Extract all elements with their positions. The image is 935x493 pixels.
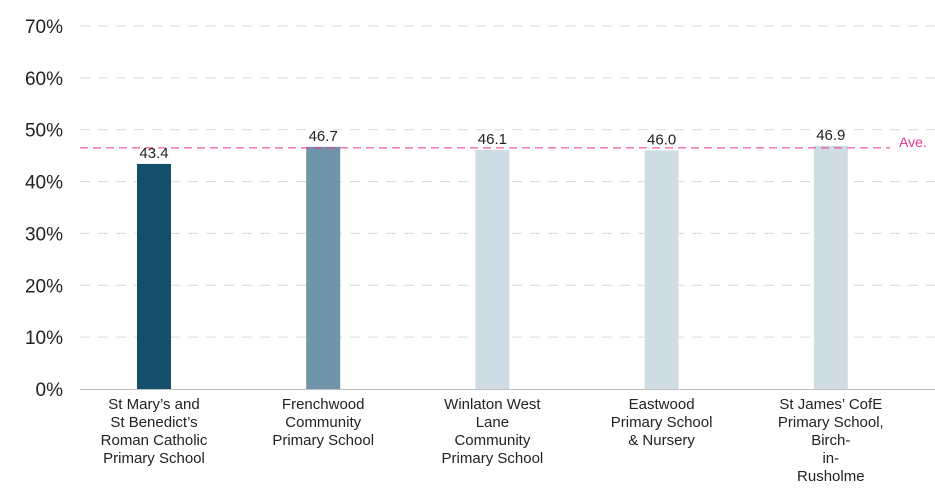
average-label: Ave. xyxy=(899,134,927,150)
x-tick-label: Winlaton West Lane Community Primary School xyxy=(442,396,544,467)
y-tick-label: 30% xyxy=(25,224,63,245)
data-label: 43.4 xyxy=(139,145,168,162)
y-tick-label: 70% xyxy=(25,17,63,38)
data-label: 46.9 xyxy=(816,127,845,144)
y-tick-label: 10% xyxy=(25,328,63,349)
bar xyxy=(644,150,679,389)
data-label: 46.7 xyxy=(309,128,338,145)
bar xyxy=(475,149,510,389)
y-tick-label: 40% xyxy=(25,173,63,194)
bar xyxy=(813,145,848,389)
bar xyxy=(137,163,171,389)
bars xyxy=(137,145,848,389)
bar xyxy=(306,146,341,389)
data-labels: 43.446.746.146.046.950.7 xyxy=(139,127,845,162)
y-tick-label: 20% xyxy=(25,276,63,297)
x-tick-label: Frenchwood Community Primary School xyxy=(272,396,374,449)
x-tick-label: St Mary’s and St Benedict’s Roman Catholic… xyxy=(101,396,208,467)
y-tick-label: 0% xyxy=(36,380,64,401)
x-tick-label: Eastwood Primary School & Nursery xyxy=(611,396,713,449)
x-tick-label: St James’ CofE Primary School, Birch-in-Ru… xyxy=(778,396,884,485)
y-tick-label: 50% xyxy=(25,121,63,142)
data-label: 46.1 xyxy=(478,131,507,148)
y-tick-label: 60% xyxy=(25,69,63,90)
average-line-group: Ave. xyxy=(80,134,927,150)
data-label: 46.0 xyxy=(647,131,676,148)
y-axis: 0% 10% 20% 30% 40% 50% 60% 70% xyxy=(25,17,63,401)
x-axis: St Mary’s and St Benedict’s Roman Catholic… xyxy=(80,389,935,485)
